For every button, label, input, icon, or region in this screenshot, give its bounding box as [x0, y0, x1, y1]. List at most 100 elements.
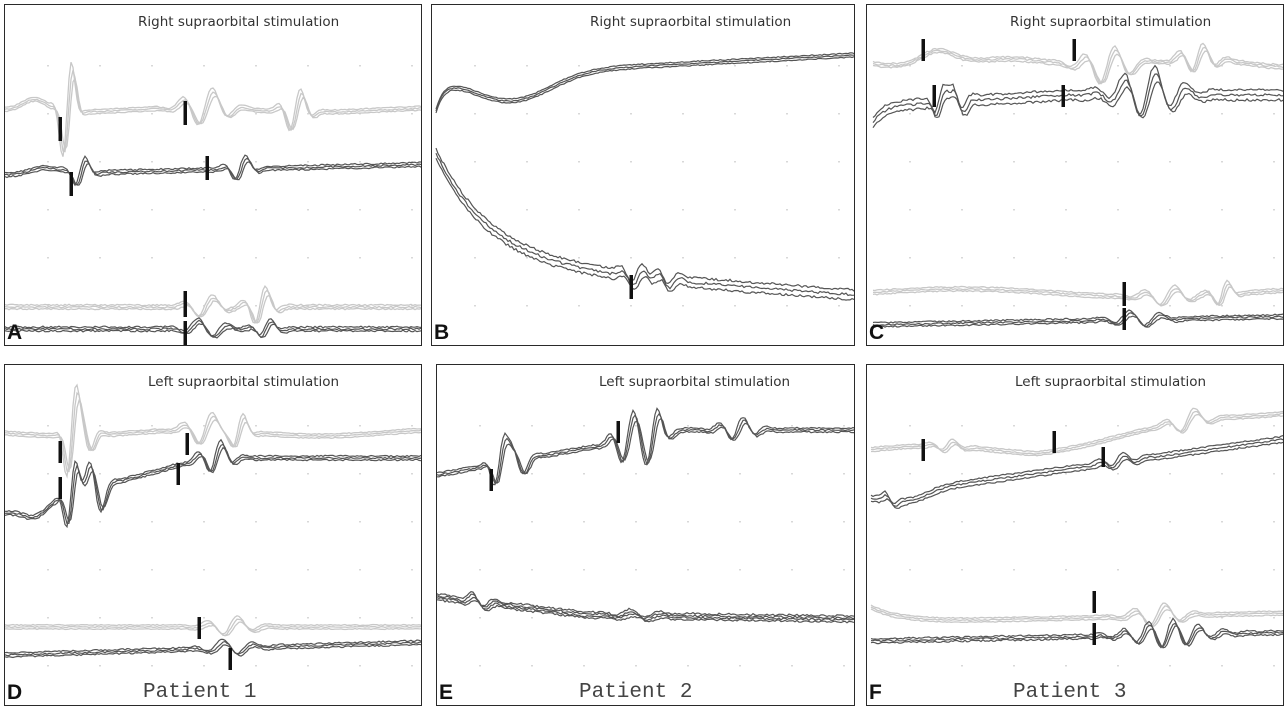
grid-dot [1065, 425, 1067, 427]
grid-dot [203, 521, 205, 523]
grid-dot [1013, 617, 1015, 619]
latency-marker [205, 156, 209, 180]
grid-dot [1065, 257, 1067, 259]
grid-dot [578, 257, 580, 259]
grid-dot [682, 161, 684, 163]
grid-dot [786, 305, 788, 307]
grid-dot [1221, 305, 1223, 307]
grid-dot [1169, 65, 1171, 67]
trace-plot-e [437, 407, 854, 667]
panel-d-title: Left supraorbital stimulation [148, 374, 340, 390]
grid-dot [255, 161, 257, 163]
grid-dot [47, 617, 49, 619]
latency-marker [69, 172, 73, 196]
grid-dot [909, 425, 911, 427]
grid-dot [1169, 425, 1171, 427]
grid-dot [526, 209, 528, 211]
grid-dot [630, 257, 632, 259]
panel-f: Left supraorbital stimulation F Patient … [866, 364, 1284, 706]
dark-trace [5, 443, 421, 525]
grid-dot [1013, 305, 1015, 307]
grid-dot [1013, 209, 1015, 211]
latency-marker [197, 617, 201, 639]
dark-trace [5, 640, 421, 657]
latency-marker [489, 469, 493, 491]
grid-dot [682, 113, 684, 115]
grid-dot [99, 665, 101, 667]
dark-trace [435, 52, 854, 110]
dark-trace [872, 73, 1283, 123]
grid-dot [1013, 425, 1015, 427]
grid-dot [630, 65, 632, 67]
grid-dot [961, 473, 963, 475]
grid-dot [151, 425, 153, 427]
grid-dot [151, 161, 153, 163]
grid-dot [687, 425, 689, 427]
trace-plot-b [435, 52, 854, 307]
grid-dot [961, 425, 963, 427]
grid-dot [1169, 473, 1171, 475]
grid-dot [1273, 617, 1275, 619]
grid-dot [255, 617, 257, 619]
panel-a-title: Right supraorbital stimulation [138, 14, 340, 30]
dark-trace [435, 54, 854, 112]
light-trace [5, 76, 421, 152]
grid-dot [1221, 665, 1223, 667]
grid-dot [151, 257, 153, 259]
grid-dot [255, 569, 257, 571]
grid-dot [739, 473, 741, 475]
grid-dot [909, 113, 911, 115]
grid-dot [479, 473, 481, 475]
grid-dot [359, 473, 361, 475]
grid-dot [1273, 665, 1275, 667]
grid-dot [961, 65, 963, 67]
latency-marker [1122, 282, 1126, 306]
grid-dot [411, 665, 413, 667]
panel-a: Right supraorbital stimulation A [4, 4, 422, 346]
grid-dot [786, 65, 788, 67]
grid-dot [479, 521, 481, 523]
grid-dot [151, 569, 153, 571]
grid-dot [635, 521, 637, 523]
grid-dot [1273, 521, 1275, 523]
grid-dot [843, 617, 845, 619]
grid-dot [1169, 257, 1171, 259]
grid-dot [255, 65, 257, 67]
trace-plot-c [872, 39, 1283, 330]
dark-trace [870, 625, 1283, 649]
panel-f-patient: Patient 3 [1013, 681, 1127, 704]
grid-dot [203, 113, 205, 115]
grid-dot [307, 209, 309, 211]
grid-dot [526, 161, 528, 163]
dark-trace [5, 446, 421, 523]
grid-dot [474, 113, 476, 115]
grid-dot [1065, 113, 1067, 115]
latency-marker [185, 433, 189, 455]
grid-dot [474, 305, 476, 307]
light-trace [870, 605, 1283, 628]
panel-c: Right supraorbital stimulation C [866, 4, 1284, 346]
panel-e-title: Left supraorbital stimulation [599, 374, 791, 390]
light-trace [5, 399, 421, 472]
grid-dot [479, 617, 481, 619]
dark-trace [872, 312, 1283, 327]
grid-dot [843, 473, 845, 475]
grid-dot [359, 209, 361, 211]
grid-dot [411, 473, 413, 475]
dark-trace [5, 154, 421, 187]
panel-d-label: D [7, 681, 23, 704]
dark-trace [5, 638, 421, 655]
grid-dot [583, 473, 585, 475]
grid-dot [1117, 521, 1119, 523]
light-trace [5, 61, 421, 157]
grid-dot [578, 161, 580, 163]
grid-dot [1221, 65, 1223, 67]
grid-dot [47, 521, 49, 523]
grid-dot [1273, 161, 1275, 163]
dark-trace [872, 81, 1283, 129]
grid-dot [734, 113, 736, 115]
grid-dot [47, 425, 49, 427]
grid-dot [1273, 257, 1275, 259]
light-trace [870, 602, 1283, 626]
grid-dot [1273, 113, 1275, 115]
